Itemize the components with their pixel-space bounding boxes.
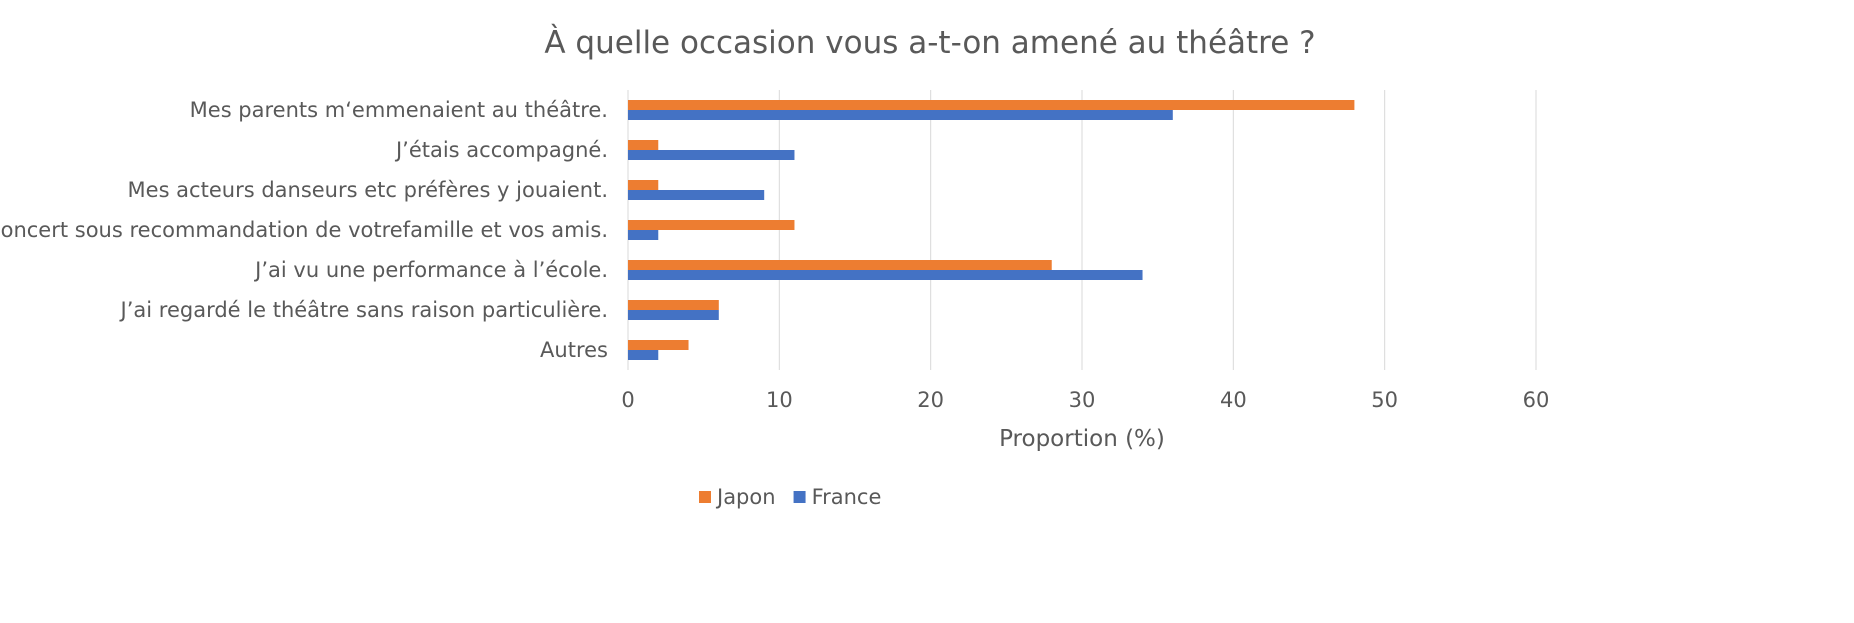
- x-tick-labels: 0 10 20 30 40 50 60: [621, 388, 1549, 412]
- legend-label: France: [812, 485, 882, 509]
- x-tick-label: 20: [917, 388, 944, 412]
- bar-france: [628, 150, 795, 160]
- bar-france: [628, 230, 659, 240]
- bar-france: [628, 190, 765, 200]
- bar-japon: [628, 340, 689, 350]
- bar-france: [628, 310, 719, 320]
- category-label: Mes acteurs danseurs etc préfères y joua…: [128, 178, 608, 202]
- x-tick-label: 60: [1523, 388, 1550, 412]
- legend-swatch-japon: [699, 491, 711, 503]
- bar-france: [628, 110, 1173, 120]
- category-label: Le concert sous recommandation de votref…: [0, 218, 608, 242]
- category-labels: Mes parents m‘emmenaient au théâtre. J’ét…: [0, 98, 608, 362]
- x-axis-label: Proportion (%): [999, 426, 1165, 452]
- bar-japon: [628, 180, 659, 190]
- x-tick-label: 30: [1069, 388, 1096, 412]
- category-label: J’ai regardé le théâtre sans raison part…: [119, 298, 608, 322]
- bar-france: [628, 270, 1143, 280]
- legend: Japon France: [699, 485, 881, 509]
- x-tick-label: 10: [766, 388, 793, 412]
- bars: [628, 100, 1355, 360]
- category-label: Autres: [540, 338, 608, 362]
- bar-japon: [628, 260, 1052, 270]
- legend-swatch-france: [793, 491, 806, 503]
- chart-title: À quelle occasion vous a-t-on amené au t…: [544, 25, 1315, 61]
- legend-label: Japon: [715, 485, 776, 509]
- bar-japon: [628, 220, 795, 230]
- bar-japon: [628, 100, 1355, 110]
- bar-japon: [628, 300, 719, 310]
- gridlines: [627, 90, 1537, 370]
- category-label: J’étais accompagné.: [394, 138, 608, 162]
- bar-france: [628, 350, 659, 360]
- bar-japon: [628, 140, 659, 150]
- category-label: J’ai vu une performance à l’école.: [253, 258, 608, 282]
- x-tick-label: 40: [1220, 388, 1247, 412]
- category-label: Mes parents m‘emmenaient au théâtre.: [190, 98, 608, 122]
- x-tick-label: 0: [621, 388, 634, 412]
- x-tick-label: 50: [1371, 388, 1398, 412]
